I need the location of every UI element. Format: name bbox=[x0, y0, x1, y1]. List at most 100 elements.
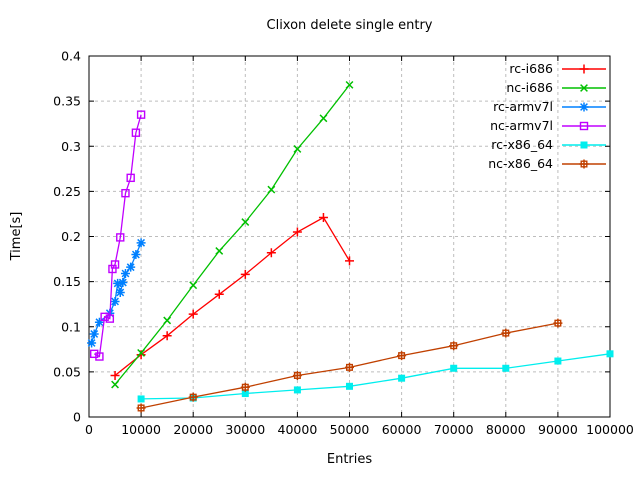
x-tick-label: 90000 bbox=[538, 422, 578, 437]
y-tick-label: 0 bbox=[73, 410, 81, 425]
legend-label: nc-i686 bbox=[506, 80, 553, 95]
plus-marker-icon bbox=[266, 248, 276, 258]
box-plus-marker-icon bbox=[553, 318, 563, 328]
x-tick-label: 70000 bbox=[434, 422, 474, 437]
box-plus-marker-icon bbox=[292, 370, 302, 380]
x-tick-label: 50000 bbox=[330, 422, 370, 437]
star-marker-icon bbox=[113, 278, 123, 288]
star-marker-icon bbox=[136, 238, 146, 248]
x-tick-label: 100000 bbox=[586, 422, 634, 437]
cross-marker-icon bbox=[163, 316, 172, 325]
y-tick-label: 0.2 bbox=[61, 229, 81, 244]
star-marker-icon bbox=[131, 250, 141, 260]
x-tick-label: 0 bbox=[85, 422, 93, 437]
open-square-marker-icon bbox=[136, 110, 146, 119]
cross-marker-icon bbox=[293, 145, 302, 153]
cross-marker-icon bbox=[319, 114, 328, 123]
series-line-rc-i686 bbox=[114, 216, 351, 377]
star-marker-icon bbox=[115, 287, 125, 297]
legend-label: rc-armv7l bbox=[493, 99, 553, 114]
open-square-marker-icon bbox=[579, 121, 589, 130]
star-marker-icon bbox=[126, 262, 136, 272]
x-axis-title: Entries bbox=[326, 452, 373, 467]
filled-square-marker-icon bbox=[450, 364, 458, 372]
box-plus-marker-icon bbox=[449, 341, 459, 351]
y-tick-label: 0.15 bbox=[53, 274, 81, 289]
legend-label: rc-x86_64 bbox=[491, 137, 553, 152]
series-line-nc-i686 bbox=[114, 84, 351, 385]
star-marker-icon bbox=[120, 269, 130, 279]
filled-square-marker-icon bbox=[241, 390, 249, 398]
filled-square-marker-icon bbox=[502, 364, 510, 372]
y-tick-label: 0.4 bbox=[61, 49, 81, 64]
filled-square-marker-icon bbox=[346, 382, 353, 390]
star-marker-icon bbox=[89, 329, 99, 339]
filled-square-marker-icon bbox=[293, 386, 301, 394]
legend-sample-line-icon bbox=[562, 141, 606, 148]
star-marker-icon bbox=[579, 102, 589, 111]
star-marker-icon bbox=[110, 296, 120, 306]
open-square-marker-icon bbox=[131, 128, 141, 137]
box-plus-marker-icon bbox=[501, 328, 511, 338]
star-marker-icon bbox=[94, 317, 104, 327]
x-tick-label: 20000 bbox=[173, 422, 213, 437]
x-tick-label: 40000 bbox=[278, 422, 318, 437]
plus-marker-icon bbox=[345, 256, 354, 266]
y-tick-label: 0.05 bbox=[53, 364, 81, 379]
plus-marker-icon bbox=[110, 370, 120, 380]
star-marker-icon bbox=[87, 338, 97, 348]
y-tick-label: 0.25 bbox=[53, 184, 81, 199]
y-tick-label: 0.3 bbox=[61, 139, 81, 154]
plus-marker-icon bbox=[240, 269, 250, 279]
plus-marker-icon bbox=[188, 309, 198, 319]
series-line-rc-x86_64 bbox=[141, 353, 611, 400]
open-square-marker-icon bbox=[110, 260, 120, 269]
legend-sample-line-icon bbox=[562, 83, 606, 92]
y-axis-title: Time[s] bbox=[9, 211, 24, 261]
open-square-marker-icon bbox=[95, 352, 104, 361]
cross-marker-icon bbox=[189, 281, 198, 290]
x-tick-label: 80000 bbox=[486, 422, 526, 437]
box-plus-marker-icon bbox=[579, 159, 589, 168]
legend-label: nc-armv7l bbox=[490, 118, 553, 133]
legend-row: rc-armv7l bbox=[488, 97, 608, 116]
open-square-marker-icon bbox=[108, 264, 117, 274]
cross-marker-icon bbox=[215, 247, 224, 255]
y-tick-label: 0.35 bbox=[53, 94, 81, 109]
box-plus-marker-icon bbox=[397, 351, 407, 361]
filled-square-marker-icon bbox=[606, 350, 614, 358]
plus-marker-icon bbox=[136, 350, 146, 360]
plus-marker-icon bbox=[214, 289, 224, 299]
series-line-nc-armv7l bbox=[93, 114, 142, 358]
box-plus-marker-icon bbox=[345, 362, 354, 372]
legend-label: rc-i686 bbox=[509, 61, 553, 76]
filled-square-marker-icon bbox=[137, 395, 145, 403]
legend-row: rc-x86_64 bbox=[488, 135, 608, 154]
cross-marker-icon bbox=[580, 83, 588, 92]
legend: rc-i686 nc-i686 rc-armv7l nc-armv7l rc-x… bbox=[488, 59, 608, 173]
y-tick-label: 0.1 bbox=[61, 319, 81, 334]
cross-marker-icon bbox=[241, 218, 250, 226]
plus-marker-icon bbox=[162, 331, 172, 341]
filled-square-marker-icon bbox=[580, 141, 588, 148]
plus-marker-icon bbox=[292, 227, 302, 237]
open-square-marker-icon bbox=[121, 188, 130, 198]
cross-marker-icon bbox=[111, 380, 119, 389]
legend-sample-line-icon bbox=[562, 102, 606, 111]
open-square-marker-icon bbox=[105, 314, 115, 323]
legend-sample-line-icon bbox=[562, 121, 606, 130]
legend-row: nc-i686 bbox=[488, 78, 608, 97]
filled-square-marker-icon bbox=[398, 374, 406, 382]
legend-sample-line-icon bbox=[562, 64, 606, 73]
legend-label: nc-x86_64 bbox=[488, 156, 553, 171]
cross-marker-icon bbox=[345, 80, 354, 89]
open-square-marker-icon bbox=[126, 173, 135, 183]
legend-sample-line-icon bbox=[562, 159, 606, 168]
filled-square-marker-icon bbox=[554, 357, 562, 365]
x-tick-label: 30000 bbox=[225, 422, 265, 437]
x-tick-label: 10000 bbox=[121, 422, 161, 437]
cross-marker-icon bbox=[267, 185, 276, 194]
box-plus-marker-icon bbox=[136, 403, 146, 413]
